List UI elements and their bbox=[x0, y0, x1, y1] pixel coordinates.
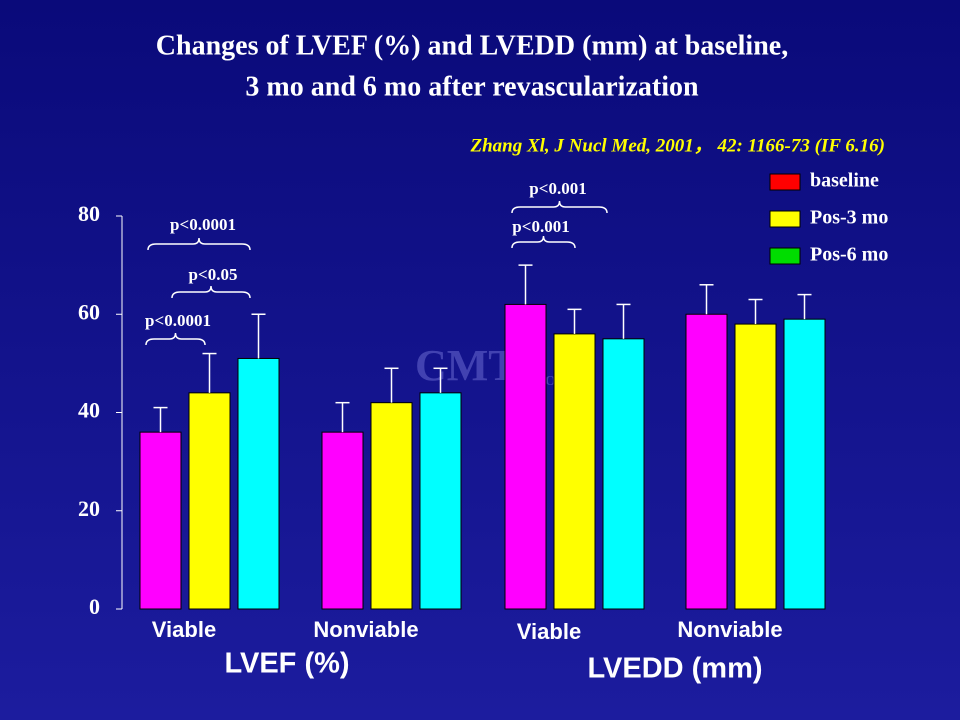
x-tick-label: Viable bbox=[152, 617, 216, 642]
significance-brace bbox=[145, 332, 206, 346]
legend-swatch bbox=[769, 247, 801, 265]
bar bbox=[370, 402, 413, 610]
x-tick-label: Nonviable bbox=[313, 617, 418, 642]
y-tick-label: 20 bbox=[78, 496, 100, 521]
bar bbox=[188, 392, 231, 610]
legend-swatch bbox=[769, 173, 801, 191]
y-tick-label: 60 bbox=[78, 299, 100, 324]
bar bbox=[685, 313, 728, 610]
x-tick-label: Viable bbox=[517, 619, 581, 644]
significance-brace bbox=[511, 235, 576, 249]
group-label: LVEDD (mm) bbox=[587, 653, 762, 685]
significance-brace bbox=[147, 237, 251, 251]
bar bbox=[237, 357, 280, 610]
annotation: p<0.0001 bbox=[145, 311, 211, 330]
bar bbox=[139, 431, 182, 610]
annotation: p<0.001 bbox=[529, 179, 586, 198]
bar bbox=[734, 323, 777, 610]
chart-title: 3 mo and 6 mo after revascularization bbox=[245, 71, 699, 102]
chart-subtitle: Zhang Xl, J Nucl Med, 2001， 42: 1166-73 … bbox=[469, 135, 885, 156]
y-tick-label: 80 bbox=[78, 201, 100, 226]
bar bbox=[504, 303, 547, 610]
significance-brace bbox=[511, 200, 608, 214]
y-tick-label: 0 bbox=[89, 594, 100, 619]
significance-brace bbox=[171, 285, 251, 299]
bar bbox=[602, 338, 645, 610]
legend-label: Pos-6 mo bbox=[810, 244, 888, 266]
group-label: LVEF (%) bbox=[224, 648, 349, 680]
annotation: p<0.0001 bbox=[170, 215, 236, 234]
bar bbox=[553, 333, 596, 610]
y-tick-label: 40 bbox=[78, 398, 100, 423]
annotation: p<0.001 bbox=[512, 217, 569, 236]
bar bbox=[419, 392, 462, 610]
legend-swatch bbox=[769, 210, 801, 228]
bar bbox=[321, 431, 364, 610]
legend-label: baseline bbox=[810, 170, 879, 192]
annotation: p<0.05 bbox=[189, 265, 238, 284]
legend-label: Pos-3 mo bbox=[810, 207, 888, 229]
chart-title: Changes of LVEF (%) and LVEDD (mm) at ba… bbox=[156, 30, 788, 61]
x-tick-label: Nonviable bbox=[677, 617, 782, 642]
bar bbox=[783, 318, 826, 610]
